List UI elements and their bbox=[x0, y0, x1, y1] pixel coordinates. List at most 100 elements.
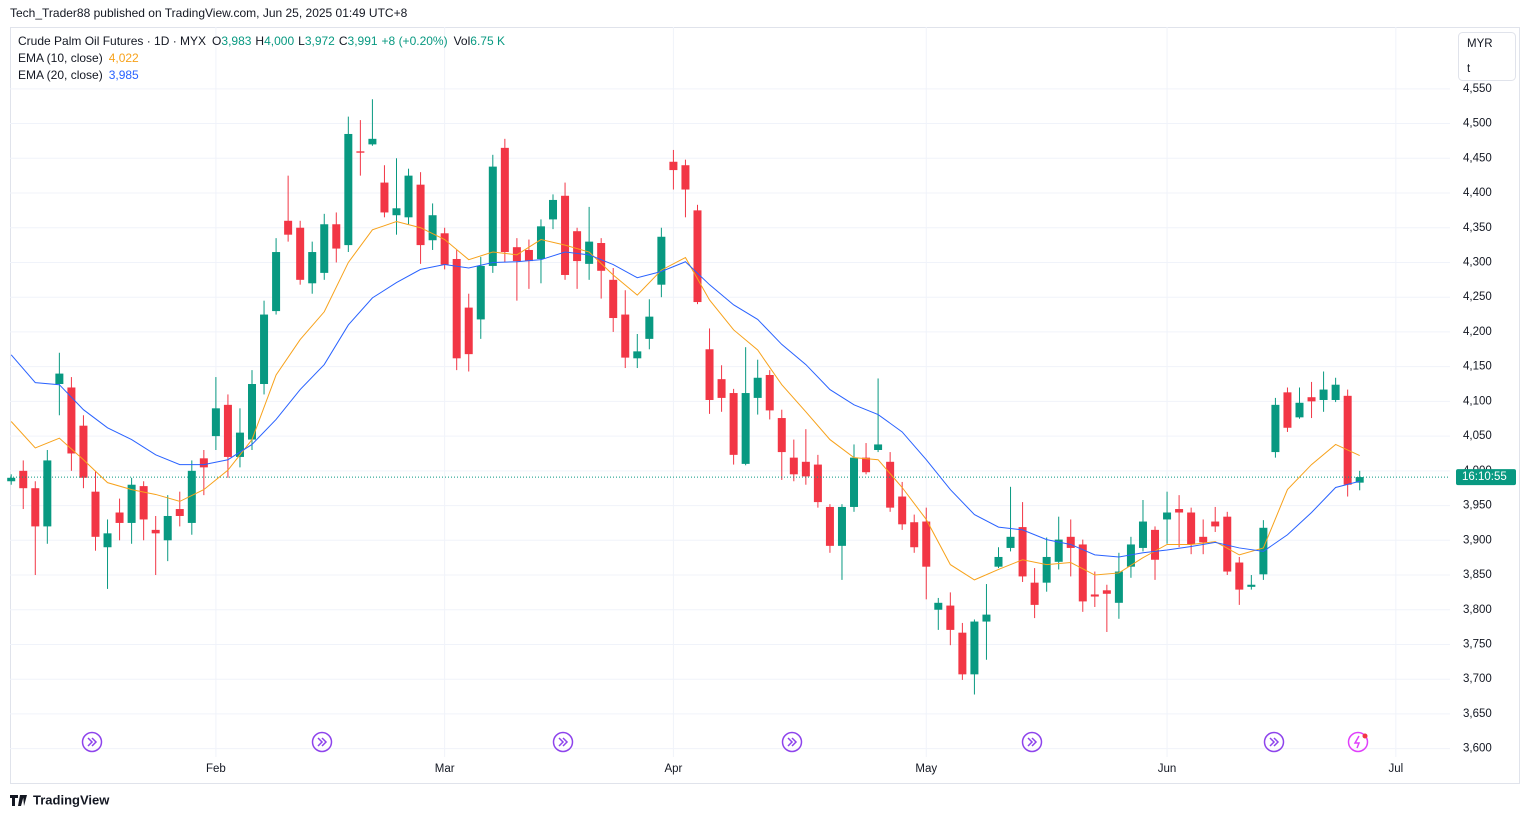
y-tick-label: 4,300 bbox=[1463, 256, 1492, 268]
ohlc-label: O bbox=[212, 34, 221, 48]
x-tick-label: Mar bbox=[435, 763, 455, 775]
candle-body bbox=[681, 165, 690, 190]
candle-body bbox=[332, 224, 341, 249]
x-tick-label: Feb bbox=[206, 763, 226, 775]
candle-body bbox=[488, 166, 497, 266]
y-tick-label: 4,400 bbox=[1463, 187, 1492, 199]
legend-value: 4,022 bbox=[109, 51, 139, 65]
y-tick-label: 3,700 bbox=[1463, 673, 1492, 685]
candle-body bbox=[308, 252, 317, 284]
candle-body bbox=[801, 461, 810, 477]
footer: TradingView bbox=[10, 792, 110, 807]
candle-body bbox=[476, 265, 485, 320]
candle-body bbox=[717, 379, 726, 398]
candle-body bbox=[1006, 536, 1015, 548]
ohlc-value: 4,000 bbox=[264, 34, 294, 48]
candle-body bbox=[946, 605, 955, 630]
event-icon[interactable] bbox=[781, 731, 803, 753]
candle-body bbox=[500, 147, 509, 253]
unit[interactable]: t bbox=[1467, 63, 1471, 75]
candle-body bbox=[91, 491, 100, 537]
candle-body bbox=[585, 241, 594, 264]
candle-body bbox=[211, 408, 220, 437]
candle-body bbox=[320, 224, 329, 273]
y-tick-label: 4,550 bbox=[1463, 83, 1492, 95]
candle-body bbox=[886, 461, 895, 508]
unit-buttons[interactable]: MYR t bbox=[1458, 32, 1516, 81]
x-tick-label: Jun bbox=[1158, 763, 1177, 775]
candle-body bbox=[163, 515, 172, 541]
candle-body bbox=[1271, 404, 1280, 453]
y-tick-label: 4,050 bbox=[1463, 430, 1492, 442]
event-icon[interactable] bbox=[1021, 731, 1043, 753]
event-icon[interactable] bbox=[552, 731, 574, 753]
unit-box[interactable] bbox=[1458, 32, 1516, 81]
candle-body bbox=[1223, 516, 1232, 572]
y-tick-label: 3,800 bbox=[1463, 604, 1492, 616]
candle-body bbox=[79, 425, 88, 478]
candle-body bbox=[187, 470, 196, 523]
candle-body bbox=[765, 374, 774, 411]
candle-body bbox=[7, 477, 16, 482]
y-tick-label: 4,200 bbox=[1463, 326, 1492, 338]
ema-legend: EMA (20, close) 3,985 bbox=[18, 68, 139, 82]
candle-body bbox=[958, 632, 967, 675]
candle-body bbox=[850, 457, 859, 507]
candle-body bbox=[934, 602, 943, 610]
candle-body bbox=[248, 384, 257, 440]
candle-body bbox=[910, 522, 919, 548]
candle-body bbox=[1066, 536, 1075, 548]
currency[interactable]: MYR bbox=[1467, 38, 1493, 50]
candle-body bbox=[1078, 544, 1087, 602]
x-tick-label: May bbox=[915, 763, 937, 775]
y-tick-label: 3,900 bbox=[1463, 534, 1492, 546]
candle-body bbox=[55, 373, 64, 385]
candle-body bbox=[789, 457, 798, 475]
candle-body bbox=[657, 236, 666, 285]
candle-body bbox=[1247, 584, 1256, 587]
candle-body bbox=[296, 227, 305, 280]
candle-body bbox=[777, 418, 786, 453]
candle-body bbox=[1283, 392, 1292, 428]
candle-body bbox=[549, 199, 558, 220]
event-icon[interactable] bbox=[311, 731, 333, 753]
candle-body bbox=[67, 387, 76, 454]
event-icon[interactable] bbox=[1263, 731, 1285, 753]
candle-body bbox=[272, 252, 281, 312]
candle-body bbox=[223, 404, 232, 457]
candle-body bbox=[1199, 536, 1208, 543]
chart-legend: Crude Palm Oil Futures · 1D · MYX O3,983 H… bbox=[18, 34, 505, 48]
candle-body bbox=[729, 393, 738, 455]
candle-body bbox=[115, 512, 124, 523]
candle-body bbox=[428, 215, 437, 241]
candle-body bbox=[512, 247, 521, 262]
candle-body bbox=[1211, 521, 1220, 527]
candle-body bbox=[103, 533, 112, 548]
candle-body bbox=[536, 226, 545, 259]
candle-body bbox=[43, 460, 52, 527]
candle-body bbox=[982, 614, 991, 622]
candle-body bbox=[1114, 571, 1123, 603]
candle-body bbox=[464, 307, 473, 355]
candle-body bbox=[1307, 397, 1316, 402]
candle-body bbox=[994, 556, 1003, 567]
candle-body bbox=[235, 432, 244, 457]
candle-body bbox=[1151, 529, 1160, 560]
change: +8 (+0.20%) bbox=[382, 34, 448, 48]
candle-body bbox=[1090, 594, 1099, 597]
ema-line bbox=[10, 251, 1360, 558]
candle-body bbox=[440, 233, 449, 265]
ohlc-label: H bbox=[255, 34, 264, 48]
candle-body bbox=[1163, 512, 1172, 520]
event-icon[interactable] bbox=[1347, 731, 1369, 753]
candle-body bbox=[825, 506, 834, 546]
publisher: Tech_Trader88 published on TradingView.c… bbox=[10, 6, 408, 20]
ohlc-value: 3,972 bbox=[305, 34, 335, 48]
candle-body bbox=[1175, 509, 1184, 513]
volume-label: Vol bbox=[454, 34, 471, 48]
event-icon[interactable] bbox=[81, 731, 103, 753]
candle-body bbox=[561, 195, 570, 275]
brand-logo bbox=[10, 795, 27, 806]
y-tick-label: 4,450 bbox=[1463, 152, 1492, 164]
